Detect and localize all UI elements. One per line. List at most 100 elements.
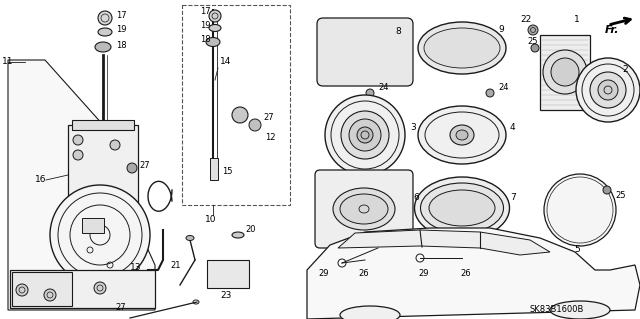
Text: 18: 18 <box>200 35 211 44</box>
Text: 29: 29 <box>418 270 429 278</box>
Text: 25: 25 <box>527 38 538 47</box>
Ellipse shape <box>95 42 111 52</box>
Ellipse shape <box>424 28 500 68</box>
FancyBboxPatch shape <box>317 18 413 86</box>
Text: 14: 14 <box>220 57 232 66</box>
Text: 15: 15 <box>222 167 232 176</box>
Circle shape <box>341 111 389 159</box>
Circle shape <box>590 72 626 108</box>
Text: 4: 4 <box>510 123 516 132</box>
Text: 9: 9 <box>498 26 504 34</box>
Bar <box>68 125 138 215</box>
Text: 13: 13 <box>130 263 141 272</box>
Text: 10: 10 <box>205 216 216 225</box>
Ellipse shape <box>333 188 395 230</box>
Text: 26: 26 <box>460 270 470 278</box>
Text: 7: 7 <box>510 194 516 203</box>
Text: 25: 25 <box>615 190 625 199</box>
Text: 29: 29 <box>318 270 328 278</box>
Circle shape <box>366 89 374 97</box>
Text: 26: 26 <box>358 270 369 278</box>
Ellipse shape <box>418 106 506 164</box>
Circle shape <box>127 163 137 173</box>
Ellipse shape <box>186 235 194 241</box>
Text: 5: 5 <box>574 246 580 255</box>
Text: 27: 27 <box>263 114 274 122</box>
Text: 27: 27 <box>115 303 125 313</box>
Text: 16: 16 <box>35 175 47 184</box>
Text: 18: 18 <box>116 41 127 49</box>
Circle shape <box>603 186 611 194</box>
Circle shape <box>551 58 579 86</box>
Ellipse shape <box>456 130 468 140</box>
Circle shape <box>325 95 405 175</box>
Text: 20: 20 <box>245 226 255 234</box>
Ellipse shape <box>429 190 495 226</box>
Text: 1: 1 <box>574 16 580 25</box>
Text: 19: 19 <box>116 26 127 34</box>
Ellipse shape <box>361 255 369 265</box>
Bar <box>207 260 249 288</box>
Circle shape <box>528 25 538 35</box>
Text: 22: 22 <box>520 16 531 25</box>
Ellipse shape <box>98 28 112 36</box>
Text: 24: 24 <box>378 84 388 93</box>
Circle shape <box>16 284 28 296</box>
Text: 23: 23 <box>220 291 232 300</box>
Text: 21: 21 <box>170 261 180 270</box>
Text: SK83B1600B: SK83B1600B <box>530 306 584 315</box>
Bar <box>72 120 134 130</box>
Circle shape <box>209 10 221 22</box>
Circle shape <box>94 282 106 294</box>
Circle shape <box>322 254 334 266</box>
Ellipse shape <box>209 25 221 32</box>
Bar <box>82 218 104 233</box>
Circle shape <box>531 44 539 52</box>
Ellipse shape <box>206 38 220 47</box>
Circle shape <box>543 50 587 94</box>
Circle shape <box>349 119 381 151</box>
Bar <box>540 35 590 110</box>
Circle shape <box>544 174 616 246</box>
Text: 3: 3 <box>410 123 416 132</box>
Text: 19: 19 <box>200 21 211 31</box>
Bar <box>210 158 218 180</box>
Circle shape <box>73 135 83 145</box>
Ellipse shape <box>550 301 610 319</box>
Circle shape <box>232 107 248 123</box>
Circle shape <box>50 185 150 285</box>
Circle shape <box>486 89 494 97</box>
Circle shape <box>110 140 120 150</box>
Ellipse shape <box>420 183 504 233</box>
Circle shape <box>598 80 618 100</box>
Bar <box>12 272 72 306</box>
Bar <box>10 270 155 308</box>
Circle shape <box>98 11 112 25</box>
Polygon shape <box>338 230 550 255</box>
Text: 8: 8 <box>395 27 401 36</box>
Ellipse shape <box>340 194 388 224</box>
Circle shape <box>576 58 640 122</box>
Circle shape <box>249 119 261 131</box>
Ellipse shape <box>232 232 244 238</box>
Circle shape <box>357 127 373 143</box>
Ellipse shape <box>340 306 400 319</box>
Polygon shape <box>8 60 155 310</box>
Text: Fr.: Fr. <box>605 25 620 35</box>
Text: 17: 17 <box>200 8 211 17</box>
Text: 27: 27 <box>139 160 150 169</box>
Text: 6: 6 <box>413 194 419 203</box>
Circle shape <box>422 254 434 266</box>
Bar <box>182 5 290 205</box>
Circle shape <box>44 289 56 301</box>
Text: 24: 24 <box>498 84 509 93</box>
Circle shape <box>73 150 83 160</box>
Ellipse shape <box>458 255 466 265</box>
Text: 2: 2 <box>622 65 628 75</box>
Text: 11: 11 <box>2 57 13 66</box>
Ellipse shape <box>450 125 474 145</box>
Text: 17: 17 <box>116 11 127 20</box>
Ellipse shape <box>418 22 506 74</box>
FancyBboxPatch shape <box>315 170 413 248</box>
Polygon shape <box>307 228 640 319</box>
